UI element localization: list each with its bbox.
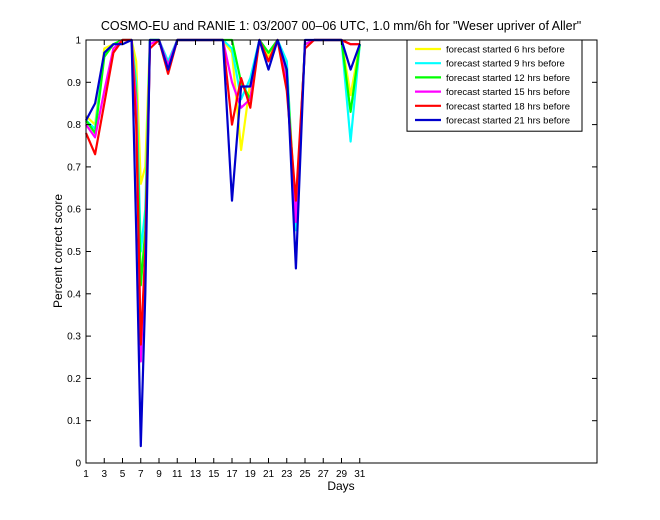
plot-area: 1 3 5 7 9 11 13 15 17 19 21 23 25 27 29 3100.10.20.30.4… [67, 36, 598, 480]
legend-box [406, 39, 583, 132]
chart-title: COSMO-EU and RANIE 1: 03/2007 00–06 UTC,… [101, 19, 581, 33]
series-line-2 [85, 38, 361, 253]
y-tick-label: 0 [75, 459, 81, 470]
x-tick-label: 5 [120, 469, 126, 480]
y-tick-label: 0.9 [67, 78, 81, 89]
legend-label-6: forecast started 21 hrs before [446, 116, 570, 127]
y-tick-label: 0.6 [67, 205, 81, 216]
legend-label-4: forecast started 15 hrs before [446, 87, 570, 98]
legend-label-2: forecast started 9 hrs before [446, 59, 565, 70]
legend-label-5: forecast started 18 hrs before [446, 101, 570, 112]
x-tick-label: 25 [299, 469, 311, 480]
x-tick-label: 19 [245, 469, 257, 480]
y-tick-label: 0.5 [67, 247, 81, 258]
series-line-4 [85, 38, 360, 363]
x-axis-label: Days [327, 479, 354, 493]
legend-label-3: forecast started 12 hrs before [446, 73, 570, 84]
x-tick-label: 17 [226, 469, 238, 480]
y-tick-label: 1 [75, 36, 81, 47]
x-tick-label: 21 [263, 469, 275, 480]
series-line-3 [85, 38, 361, 287]
x-tick-label: 3 [101, 469, 107, 480]
x-tick-label: 31 [354, 469, 366, 480]
x-tick-label: 11 [172, 469, 183, 480]
x-tick-label: 9 [156, 469, 162, 480]
legend: forecast started 6 hrs before forecast st… [406, 39, 583, 132]
y-tick-label: 0.1 [67, 416, 81, 427]
series-line-1 [85, 38, 361, 219]
series-line-5 [84, 38, 360, 346]
x-tick-label: 29 [336, 469, 348, 480]
series-line-6 [85, 38, 361, 448]
x-tick-label: 15 [208, 469, 220, 480]
y-tick-label: 0.7 [67, 162, 81, 173]
y-tick-label: 0.3 [67, 332, 81, 343]
x-tick-label: 7 [138, 469, 144, 480]
y-tick-label: 0.2 [67, 374, 81, 385]
y-tick-label: 0.4 [67, 289, 81, 300]
legend-label-1: forecast started 6 hrs before [446, 45, 565, 56]
x-tick-label: 23 [281, 469, 293, 480]
y-axis-label: Percent correct score [51, 194, 65, 308]
x-tick-label: 27 [318, 469, 330, 480]
y-tick-label: 0.8 [67, 120, 81, 131]
x-tick-label: 13 [190, 469, 202, 480]
x-tick-label: 1 [83, 469, 89, 480]
